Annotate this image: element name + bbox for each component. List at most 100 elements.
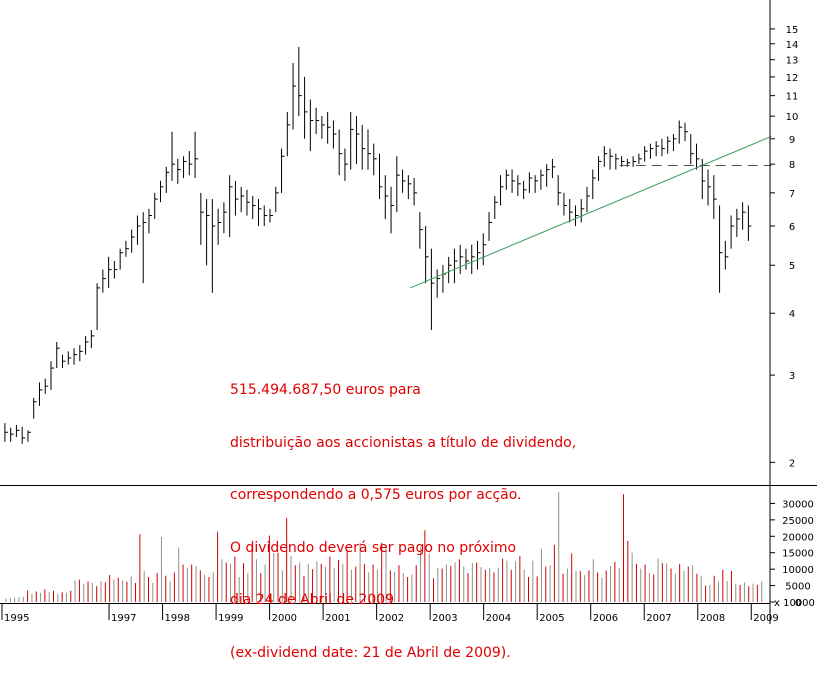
price-bar	[459, 244, 464, 275]
price-bar	[655, 141, 660, 157]
price-bar	[540, 169, 544, 190]
price-bar	[50, 361, 54, 390]
price-bar	[736, 208, 740, 238]
price-bar	[286, 111, 291, 157]
price-bar	[390, 186, 395, 234]
price-tick-label: 4	[789, 309, 795, 320]
price-bar	[482, 233, 487, 266]
price-bar	[304, 76, 308, 139]
year-tick-label: 1995	[4, 613, 29, 624]
price-bar	[223, 202, 227, 234]
price-bar	[275, 186, 279, 213]
price-bar	[644, 146, 648, 162]
price-bar	[448, 256, 452, 284]
price-bar	[402, 169, 406, 193]
price-bar	[246, 189, 250, 216]
stock-chart: 2 3 4 5 6 7 8 9 10 11 12 13 14 15 0 5000 10000 15000 20000…	[0, 0, 817, 624]
price-bar	[177, 158, 181, 184]
price-bar	[10, 427, 14, 442]
price-bar	[661, 138, 665, 157]
price-bar	[667, 136, 671, 154]
price-bar	[315, 107, 320, 135]
price-bar	[730, 215, 735, 249]
price-bar	[563, 192, 567, 216]
volume-tick-label: 10000	[782, 565, 814, 576]
price-bar	[148, 208, 152, 234]
price-bar	[476, 240, 481, 270]
price-bar	[90, 330, 95, 349]
price-bar	[200, 192, 204, 245]
price-bar	[465, 248, 469, 270]
price-bar	[488, 212, 493, 241]
price-bar	[638, 153, 642, 165]
price-bar	[724, 240, 729, 270]
price-bar	[194, 131, 199, 179]
price-tick-label: 14	[786, 40, 799, 51]
price-bar	[281, 148, 285, 193]
price-bar	[534, 175, 539, 193]
price-bar	[240, 186, 245, 213]
price-bar	[413, 178, 418, 206]
year-tick-label: 2009	[753, 613, 778, 624]
price-bar	[598, 156, 602, 181]
price-bar	[407, 175, 412, 200]
price-bar	[108, 256, 112, 288]
price-bar	[154, 192, 158, 219]
price-bar	[557, 175, 562, 206]
price-bar	[113, 260, 118, 279]
price-tick-label: 10	[786, 112, 799, 123]
year-tick-label: 2004	[486, 613, 511, 624]
price-bar	[350, 111, 354, 170]
price-bar	[292, 63, 297, 130]
price-bar	[131, 229, 135, 253]
price-bar	[719, 205, 723, 293]
price-bar	[142, 212, 147, 284]
year-tick-label: 2003	[432, 613, 457, 624]
price-bar	[85, 335, 89, 355]
year-tick-label: 2008	[700, 613, 725, 624]
price-bar	[234, 180, 239, 216]
price-bar	[419, 212, 423, 249]
price-bar	[229, 175, 233, 238]
volume-panel	[5, 491, 763, 602]
price-bar	[707, 169, 712, 206]
price-tick-label: 8	[789, 160, 795, 171]
price-bar	[615, 153, 619, 170]
price-bar	[206, 199, 210, 266]
price-bar	[252, 195, 256, 219]
support-trendline	[409, 135, 772, 289]
price-bar	[263, 205, 268, 227]
annotation-line: correspondendo a 0,575 euros por acção.	[230, 487, 522, 503]
volume-tick-label: 5000	[785, 582, 810, 593]
volume-tick-label: 20000	[782, 532, 814, 543]
price-bar	[442, 265, 446, 293]
price-bar	[269, 208, 274, 223]
price-bar	[367, 129, 371, 170]
price-tick-label: 13	[786, 56, 799, 67]
price-bar	[713, 175, 717, 219]
price-bar	[211, 199, 216, 293]
price-bar	[500, 175, 504, 206]
price-bar	[102, 269, 106, 293]
price-tick-label: 11	[786, 92, 799, 103]
price-bar	[523, 180, 527, 200]
price-bar	[672, 134, 677, 152]
price-bar	[298, 46, 302, 117]
volume-tick-label: 15000	[782, 549, 814, 560]
price-bar	[747, 205, 752, 241]
price-tick-label: 15	[786, 25, 799, 36]
price-tick-label: 5	[789, 261, 795, 272]
annotation-line: 515.494.687,50 euros para	[230, 382, 421, 398]
annotation-line: distribuição aos accionistas a título de…	[230, 434, 577, 451]
price-bar	[67, 351, 72, 365]
price-bar	[551, 158, 556, 179]
price-bar	[425, 226, 429, 284]
volume-unit-label: x 10000	[774, 598, 815, 609]
price-bar	[171, 131, 176, 181]
price-bar	[609, 148, 614, 170]
annotation-line: dia 24 de Abril de 2009	[230, 592, 395, 608]
price-bar	[384, 175, 389, 219]
price-bar	[696, 143, 700, 170]
price-bar	[136, 215, 141, 245]
price-bar	[379, 153, 383, 200]
